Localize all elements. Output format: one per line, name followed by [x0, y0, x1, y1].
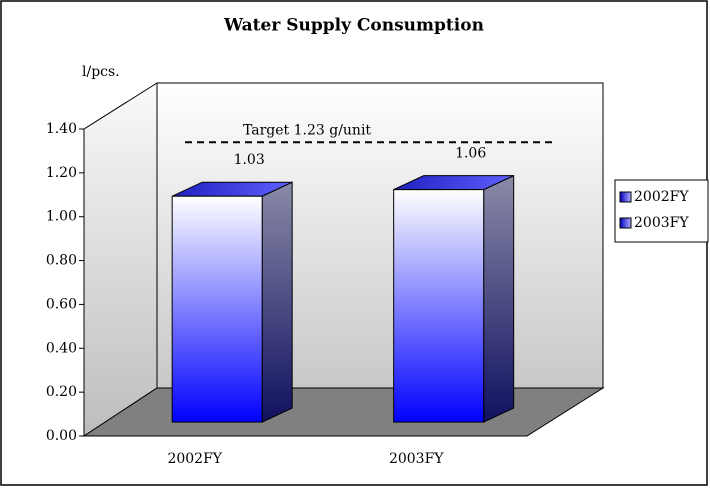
side-wall [83, 82, 158, 437]
y-tick-label: 0.80 [46, 253, 77, 269]
y-tick-label: 1.20 [46, 165, 77, 181]
y-tick-label: 1.40 [46, 121, 77, 137]
y-tick-label: 0.00 [46, 428, 77, 444]
legend-label: 2003FY [634, 215, 689, 231]
y-tick-label: 0.20 [46, 384, 77, 400]
legend [614, 179, 709, 243]
bar-front [393, 189, 485, 423]
bar [393, 174, 515, 423]
y-axis-label: l/pcs. [82, 64, 120, 80]
value-label: 1.03 [234, 152, 265, 168]
chart-title: Water Supply Consumption [223, 16, 484, 36]
value-label: 1.06 [455, 146, 486, 162]
x-tick-label: 2003FY [389, 451, 444, 467]
bar-front [171, 195, 263, 423]
y-tick-label: 0.60 [46, 296, 77, 312]
legend-label: 2002FY [634, 189, 689, 205]
y-tick-label: 1.00 [46, 209, 77, 225]
x-tick-label: 2002FY [167, 451, 222, 467]
y-tick-label: 0.40 [46, 340, 77, 356]
bar-side [483, 174, 515, 423]
floor [82, 387, 605, 437]
target-label: Target 1.23 g/unit [243, 122, 371, 138]
legend-swatch [619, 217, 632, 229]
bar [171, 181, 293, 423]
legend-swatch [619, 191, 632, 203]
bar-side [261, 181, 293, 423]
